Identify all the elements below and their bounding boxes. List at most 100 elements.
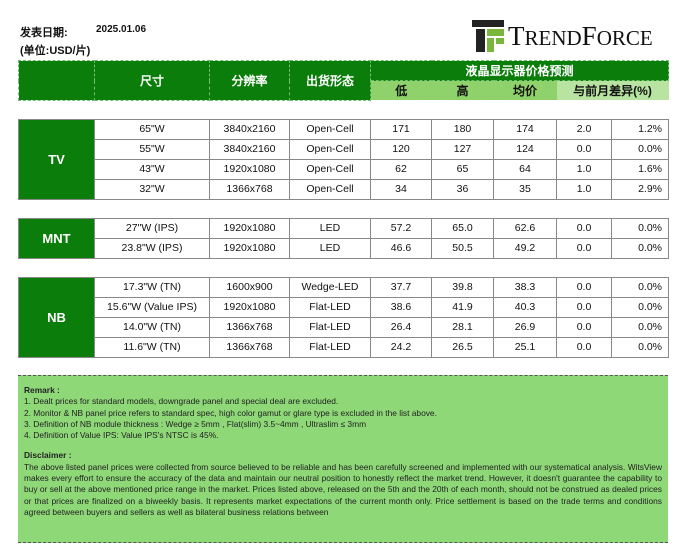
low-cell: 46.6 [370, 237, 432, 259]
resolution-cell: 1366x768 [209, 178, 290, 200]
table-row: 32"W 1366x768 Open-Cell 34 36 35 1.0 2.9% [19, 178, 669, 200]
size-cell: 11.6"W (TN) [94, 336, 210, 358]
low-cell: 120 [370, 138, 432, 160]
high-cell: 65 [431, 158, 494, 180]
low-cell: 24.2 [370, 336, 432, 358]
table-row: NB 17.3"W (TN) 1600x900 Wedge-LED 37.7 39.8 38… [18, 276, 669, 358]
diff-percent-cell: 0.0% [611, 138, 669, 160]
trendforce-logo: TRENDFORCE [472, 20, 653, 52]
header-avg: 均价 [493, 80, 557, 100]
avg-cell: 124 [493, 138, 557, 160]
low-cell: 171 [370, 118, 432, 140]
diff-percent-cell: 2.9% [611, 178, 669, 200]
diff-value-cell: 0.0 [556, 138, 612, 160]
diff-value-cell: 1.0 [556, 158, 612, 180]
resolution-cell: 3840x2160 [209, 138, 290, 160]
diff-percent-cell: 0.0% [611, 296, 669, 318]
form-cell: Open-Cell [289, 158, 371, 180]
trendforce-logo-icon [472, 20, 504, 52]
header-size: 尺寸 [94, 60, 210, 101]
form-cell: Open-Cell [289, 118, 371, 140]
diff-percent-cell: 0.0% [611, 316, 669, 338]
table-row: 11.6"W (TN) 1366x768 Flat-LED 24.2 26.5 25.1 0… [19, 336, 669, 358]
high-cell: 65.0 [431, 217, 494, 239]
resolution-cell: 1366x768 [209, 316, 290, 338]
high-cell: 41.9 [431, 296, 494, 318]
avg-cell: 26.9 [493, 316, 557, 338]
high-cell: 50.5 [431, 237, 494, 259]
diff-value-cell: 0.0 [556, 276, 612, 298]
form-cell: LED [289, 237, 371, 259]
diff-value-cell: 0.0 [556, 336, 612, 358]
form-cell: Open-Cell [289, 138, 371, 160]
unit-label: (单位:USD/片) [20, 45, 91, 57]
resolution-cell: 3840x2160 [209, 118, 290, 140]
diff-percent-cell: 0.0% [611, 336, 669, 358]
low-cell: 37.7 [370, 276, 432, 298]
table-row: 55"W 3840x2160 Open-Cell 120 127 124 0.0 0.0% [19, 138, 669, 160]
form-cell: Flat-LED [289, 296, 371, 318]
size-cell: 27"W (IPS) [94, 217, 210, 239]
diff-value-cell: 0.0 [556, 217, 612, 239]
avg-cell: 64 [493, 158, 557, 180]
high-cell: 28.1 [431, 316, 494, 338]
size-cell: 65"W [94, 118, 210, 140]
high-cell: 26.5 [431, 336, 494, 358]
disclaimer-title: Disclaimer : [24, 450, 72, 461]
spacer-row [19, 258, 669, 277]
size-cell: 15.6"W (Value IPS) [94, 296, 210, 318]
form-cell: Open-Cell [289, 178, 371, 200]
diff-percent-cell: 0.0% [611, 217, 669, 239]
high-cell: 180 [431, 118, 494, 140]
spacer-row [19, 100, 669, 119]
spacer-row [19, 199, 669, 218]
disclaimer-text: The above listed panel prices were colle… [24, 461, 662, 517]
form-cell: LED [289, 217, 371, 239]
resolution-cell: 1920x1080 [209, 158, 290, 180]
diff-percent-cell: 1.2% [611, 118, 669, 140]
remark-item: 1. Dealt prices for standard models, dow… [24, 396, 339, 407]
date-label: 发表日期: [20, 27, 68, 39]
diff-percent-cell: 1.6% [611, 158, 669, 180]
avg-cell: 25.1 [493, 336, 557, 358]
header-form: 出货形态 [289, 60, 371, 101]
size-cell: 43"W [94, 158, 210, 180]
size-cell: 17.3"W (TN) [94, 276, 210, 298]
high-cell: 39.8 [431, 276, 494, 298]
avg-cell: 174 [493, 118, 557, 140]
diff-value-cell: 2.0 [556, 118, 612, 140]
price-table: 尺寸 分辨率 出货形态 液晶显示器价格预测 低 高 均价 与前月差异(%) TV… [18, 60, 669, 358]
high-cell: 36 [431, 178, 494, 200]
resolution-cell: 1366x768 [209, 336, 290, 358]
category-cell: NB [18, 276, 95, 358]
remark-item: 2. Monitor & NB panel price refers to st… [24, 407, 437, 418]
resolution-cell: 1600x900 [209, 276, 290, 298]
header-blank [18, 60, 95, 101]
avg-cell: 38.3 [493, 276, 557, 298]
table-row: 23.8"W (IPS) 1920x1080 LED 46.6 50.5 49.2 0.0 0… [19, 237, 669, 259]
size-cell: 23.8"W (IPS) [94, 237, 210, 259]
category-cell: TV [18, 118, 95, 200]
remark-item: 4. Definition of Value IPS: Value IPS's … [24, 430, 219, 441]
diff-value-cell: 1.0 [556, 178, 612, 200]
form-cell: Flat-LED [289, 336, 371, 358]
form-cell: Wedge-LED [289, 276, 371, 298]
table-row: TV 65"W 3840x2160 Open-Cell 171 180 174 2.0 1.2% [18, 118, 669, 200]
diff-percent-cell: 0.0% [611, 237, 669, 259]
resolution-cell: 1920x1080 [209, 217, 290, 239]
publish-date: 2025.01.06 [96, 24, 147, 35]
low-cell: 38.6 [370, 296, 432, 318]
table-row: 43"W 1920x1080 Open-Cell 62 65 64 1.0 1.6% [19, 158, 669, 180]
size-cell: 14.0"W (TN) [94, 316, 210, 338]
low-cell: 26.4 [370, 316, 432, 338]
low-cell: 62 [370, 158, 432, 180]
category-cell: MNT [18, 217, 95, 259]
header-price-forecast: 液晶显示器价格预测 [370, 60, 669, 81]
form-cell: Flat-LED [289, 316, 371, 338]
table-row: 14.0"W (TN) 1366x768 Flat-LED 26.4 28.1 26.9 0… [19, 316, 669, 338]
avg-cell: 40.3 [493, 296, 557, 318]
low-cell: 57.2 [370, 217, 432, 239]
remark-item: 3. Definition of NB module thickness : W… [24, 418, 367, 429]
avg-cell: 62.6 [493, 217, 557, 239]
header-high: 高 [431, 80, 494, 100]
